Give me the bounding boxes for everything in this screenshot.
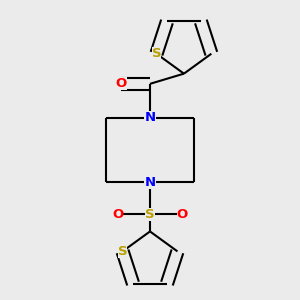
Text: S: S xyxy=(145,208,155,221)
Text: N: N xyxy=(144,111,156,124)
Text: S: S xyxy=(118,245,128,258)
Text: S: S xyxy=(152,47,161,60)
Text: O: O xyxy=(177,208,188,221)
Text: N: N xyxy=(144,176,156,189)
Text: O: O xyxy=(112,208,123,221)
Text: O: O xyxy=(116,77,127,90)
